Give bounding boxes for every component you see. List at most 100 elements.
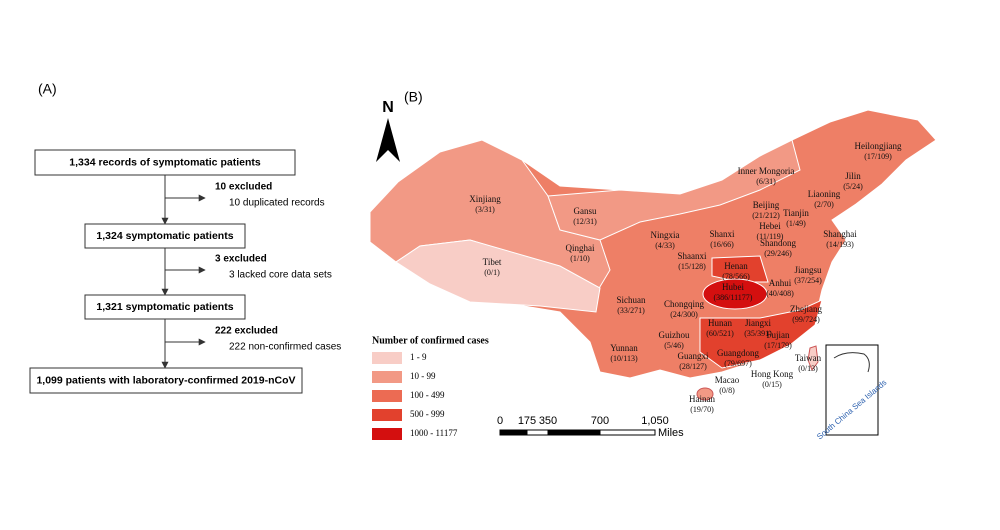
province-label: Yunnan(10/113) [610, 343, 638, 363]
province-counts: (33/271) [617, 306, 645, 315]
exclusion-title: 222 excluded [215, 326, 278, 337]
legend-swatch [372, 390, 402, 402]
province-counts: (0/1) [484, 268, 500, 277]
province-name: Shandong [760, 238, 797, 248]
province-name: Taiwan [795, 353, 822, 363]
province-name: Jiangsu [795, 265, 823, 275]
flow-box-text: 1,321 symptomatic patients [96, 301, 233, 313]
province-counts: (2/70) [814, 200, 834, 209]
province-counts: (17/109) [864, 152, 892, 161]
flow-box-text: 1,324 symptomatic patients [96, 230, 233, 242]
flow-box [84, 294, 246, 320]
taiwan [807, 345, 819, 372]
province-counts: (1/49) [786, 219, 806, 228]
scale-unit: Miles [658, 427, 684, 439]
province-counts: (21/212) [752, 211, 780, 220]
province-label: Hubei(386/11177) [714, 282, 753, 302]
province-label: Qinghai(1/10) [566, 243, 595, 263]
province-label: Hong Kong(0/15) [751, 369, 794, 389]
scale-tick: 350 [539, 415, 557, 427]
province-name: Zhejiang [790, 304, 822, 314]
province-name: Jilin [845, 171, 861, 181]
exclusion-title: 10 excluded [215, 182, 272, 193]
scale-segment [547, 429, 601, 436]
legend-swatch [372, 409, 402, 421]
province-counts: (4/33) [655, 241, 675, 250]
panel-label: (B) [404, 89, 423, 105]
hainan [696, 387, 714, 401]
province-label: Guizhou(5/46) [659, 330, 690, 350]
province-counts: (15/128) [678, 262, 706, 271]
scale-segment [499, 429, 528, 436]
province-name: Shanxi [709, 229, 735, 239]
province-label: Shanghai(14/193) [823, 229, 857, 249]
province-label: Jiangsu(37/254) [794, 265, 822, 285]
province-name: Yunnan [610, 343, 638, 353]
province-name: Guangxi [678, 351, 709, 361]
province-name: Fujian [766, 330, 790, 340]
province-label: Ningxia(4/33) [651, 230, 680, 250]
province-counts: (24/300) [670, 310, 698, 319]
legend-label: 10 - 99 [410, 371, 436, 381]
scale-tick: 1,050 [641, 415, 669, 427]
province-counts: (37/254) [794, 276, 822, 285]
province-counts: (3/31) [475, 205, 495, 214]
province-label: Beijing(21/212) [752, 200, 780, 220]
legend-swatch [372, 352, 402, 364]
scale-tick: 175 [518, 415, 536, 427]
exclusion-detail: 3 lacked core data sets [229, 270, 332, 281]
panel-label: (A) [38, 81, 57, 97]
province-name: Sichuan [617, 295, 646, 305]
legend-swatch [372, 428, 402, 440]
province-label: Sichuan(33/271) [617, 295, 646, 315]
province-label: Fujian(17/179) [764, 330, 792, 350]
province-counts: (60/521) [706, 329, 734, 338]
province-counts: (35/391) [744, 329, 772, 338]
province-label: Henan(78/566) [722, 261, 750, 281]
flow-box-text: 1,099 patients with laboratory-confirmed… [36, 374, 295, 386]
province-counts: (17/179) [764, 341, 792, 350]
north-region [547, 139, 801, 241]
province-label: Shanxi(16/66) [709, 229, 735, 249]
province-counts: (19/70) [690, 405, 714, 414]
province-name: Ningxia [651, 230, 680, 240]
province-counts: (5/46) [664, 341, 684, 350]
legend-label: 100 - 499 [410, 390, 445, 400]
province-label: Liaoning(2/70) [808, 189, 841, 209]
province-name: Hebei [759, 221, 781, 231]
province-label: Heilongjiang(17/109) [855, 141, 902, 161]
scale-segment [599, 429, 656, 436]
province-counts: (5/24) [843, 182, 863, 191]
province-label: Jiangxi(35/391) [744, 318, 772, 338]
exclusion-title: 3 excluded [215, 254, 267, 265]
exclusion-detail: 10 duplicated records [229, 198, 325, 209]
flow-box-text: 1,334 records of symptomatic patients [69, 156, 261, 168]
province-counts: (0/8) [719, 386, 735, 395]
province-label: Shaanxi(15/128) [678, 251, 707, 271]
province-label: Zhejiang(99/724) [790, 304, 822, 324]
province-counts: (0/15) [762, 380, 782, 389]
province-name: Guangdong [717, 348, 759, 358]
province-counts: (6/31) [756, 177, 776, 186]
province-name: Hong Kong [751, 369, 794, 379]
province-name: Shanghai [823, 229, 857, 239]
province-label: Guangxi(28/127) [678, 351, 709, 371]
inset-coast [833, 352, 870, 373]
legend-title: Number of confirmed cases [372, 335, 489, 346]
province-counts: (29/246) [764, 249, 792, 258]
province-name: Shaanxi [678, 251, 707, 261]
legend-swatch [372, 371, 402, 383]
province-label: Macao(0/8) [715, 375, 740, 395]
province-counts: (28/127) [679, 362, 707, 371]
province-counts: (0/13) [798, 364, 818, 373]
province-counts: (386/11177) [714, 293, 753, 302]
scale-tick: 0 [497, 415, 503, 427]
province-name: Qinghai [566, 243, 595, 253]
province-label: Shandong(29/246) [760, 238, 797, 258]
province-label: Xinjiang(3/31) [469, 194, 501, 214]
province-label: Tibet(0/1) [483, 257, 502, 277]
legend-label: 1000 - 11177 [410, 428, 458, 438]
province-name: Gansu [574, 206, 597, 216]
province-name: Chongqing [664, 299, 705, 309]
